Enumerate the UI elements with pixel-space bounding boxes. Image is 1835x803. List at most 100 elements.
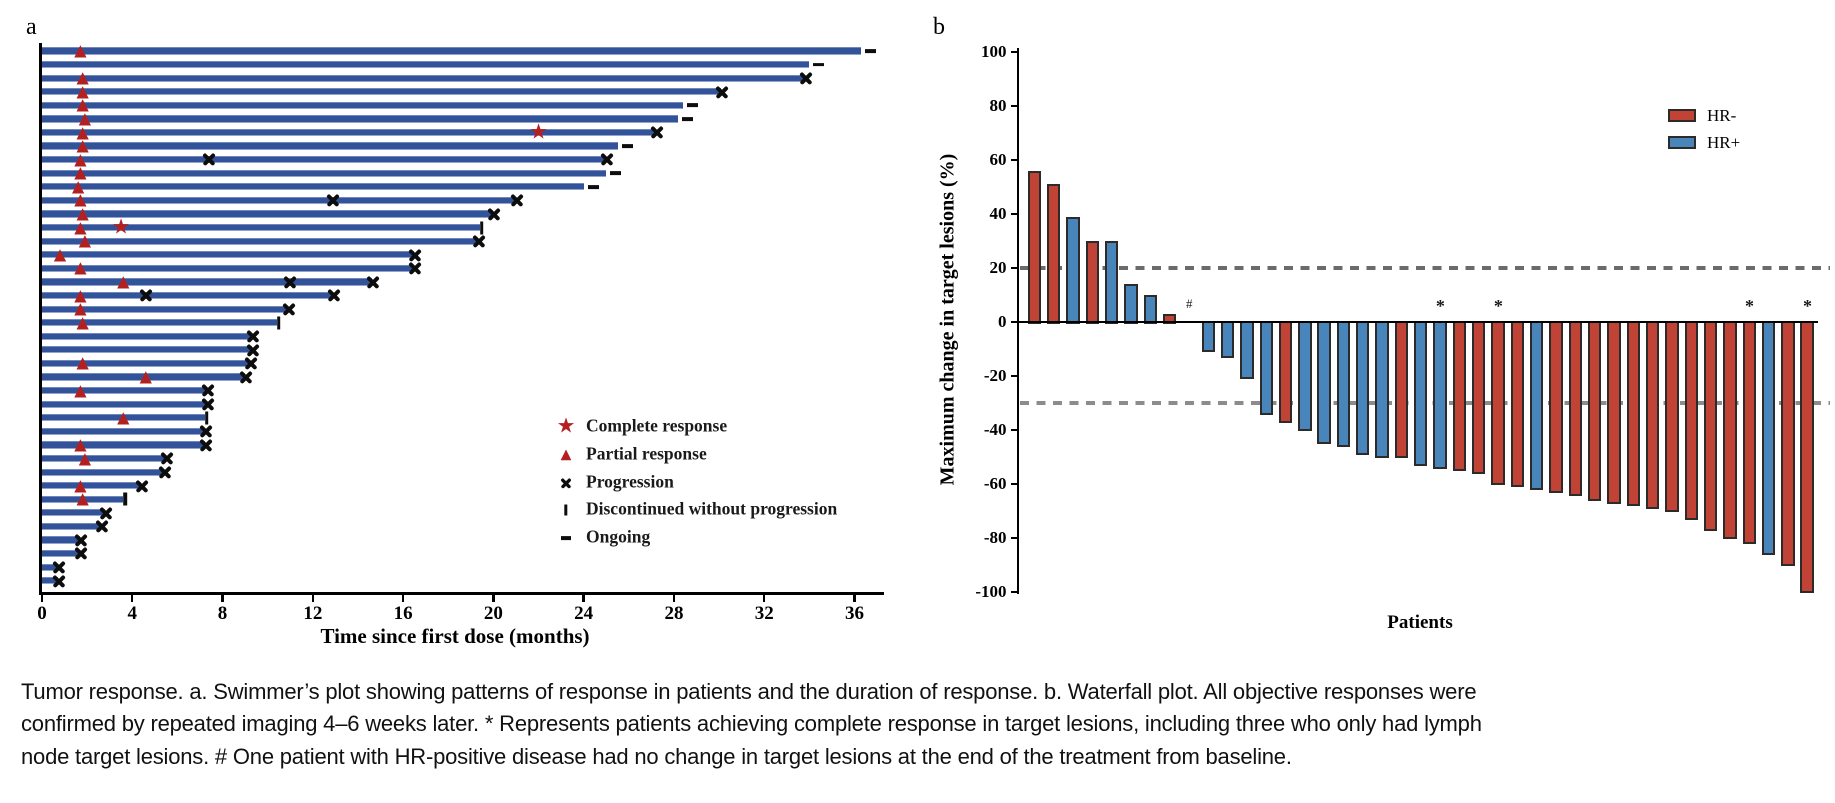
progression-marker	[283, 303, 296, 316]
swimmer-bar	[42, 237, 478, 245]
swimmer-bar	[42, 224, 480, 232]
progression-marker	[328, 289, 341, 302]
caption-line-1: Tumor response. a. Swimmer’s plot showin…	[21, 679, 1477, 704]
bar-annotation: *	[1493, 296, 1503, 316]
legend-partial-response-icon: ▲	[560, 446, 572, 463]
panel-b-label: b	[933, 14, 945, 40]
waterfall-bar	[1375, 321, 1389, 458]
progression-marker	[650, 126, 663, 139]
partial-response-marker: ▲	[117, 407, 130, 427]
swimmer-bar	[42, 482, 142, 490]
swimmer-bar	[42, 346, 252, 354]
legend-hr--swatch	[1668, 109, 1696, 122]
legend-label: Progression	[586, 471, 674, 492]
swimmer-x-tick	[131, 594, 134, 602]
swimmer-x-tick	[582, 594, 585, 602]
waterfall-y-tick	[1010, 212, 1017, 216]
swimmer-bar	[42, 577, 58, 585]
progression-marker	[244, 357, 257, 370]
swimmer-bar	[42, 183, 584, 191]
waterfall-bar	[1491, 321, 1505, 485]
waterfall-y-tick	[1010, 266, 1017, 270]
swimmer-x-tick-label: 32	[754, 603, 774, 624]
swimmer-bar	[42, 468, 164, 476]
swimmer-bar	[42, 88, 722, 96]
progression-marker	[199, 425, 212, 438]
swimmer-bar	[42, 47, 862, 55]
panel-a-label: a	[26, 14, 37, 40]
progression-marker	[799, 72, 812, 85]
progression-marker	[366, 275, 379, 288]
waterfall-bar	[1394, 321, 1409, 458]
figure-caption: Tumor response. a. Swimmer’s plot showin…	[21, 676, 1821, 773]
legend-label: Ongoing	[586, 526, 651, 547]
progression-marker	[246, 330, 259, 343]
waterfall-y-tick-label: -60	[983, 474, 1007, 493]
progression-marker	[203, 153, 216, 166]
waterfall-bar	[1259, 321, 1273, 415]
complete-response-marker: ★	[529, 119, 548, 144]
progression-marker	[161, 452, 174, 465]
swimmer-bar	[42, 495, 124, 503]
ongoing-marker	[682, 117, 694, 121]
swimmer-x-tick	[492, 594, 495, 602]
legend-progression-icon	[561, 477, 572, 488]
discontinued-marker	[204, 411, 209, 425]
waterfall-bar	[1414, 321, 1428, 466]
progression-marker	[601, 153, 614, 166]
legend-label: HR-	[1707, 106, 1737, 125]
swimmer-bar	[42, 387, 207, 395]
partial-response-marker: ▲	[74, 162, 87, 182]
swimmer-x-tick	[853, 594, 856, 602]
swimmer-bar	[42, 115, 679, 123]
partial-response-marker: ▲	[76, 67, 89, 87]
waterfall-y-axis-title: Maximum change in target lesions (%)	[936, 153, 959, 486]
progression-marker	[75, 547, 88, 560]
swimmer-x-tick-label: 8	[217, 603, 228, 624]
waterfall-y-tick-label: 60	[989, 150, 1007, 169]
progression-marker	[52, 561, 65, 574]
legend-label: Discontinued without progression	[586, 498, 838, 519]
partial-response-marker: ▲	[76, 81, 89, 101]
progression-marker	[139, 289, 152, 302]
legend-label: Complete response	[586, 415, 728, 436]
waterfall-y-axis	[1016, 48, 1020, 594]
swimmer-x-tick-label: 12	[303, 603, 323, 624]
waterfall-y-tick-label: 80	[989, 96, 1007, 115]
ongoing-marker	[813, 62, 825, 67]
progression-marker	[246, 343, 259, 356]
ongoing-marker	[610, 171, 622, 176]
waterfall-bar	[1085, 241, 1099, 324]
waterfall-bar	[1104, 241, 1119, 324]
partial-response-marker: ▲	[117, 271, 130, 291]
partial-response-marker: ▲	[74, 189, 87, 209]
waterfall-bar	[1723, 321, 1737, 539]
waterfall-zero-line	[1016, 320, 1818, 324]
legend-label: Partial response	[586, 443, 707, 464]
progression-marker	[716, 85, 729, 98]
waterfall-bar	[1452, 321, 1467, 472]
waterfall-bar	[1433, 321, 1447, 469]
waterfall-y-tick	[1010, 590, 1017, 594]
waterfall-bar	[1761, 321, 1776, 555]
progression-marker	[199, 438, 212, 451]
swimmer-x-tick	[401, 594, 405, 602]
swimmer-bar	[42, 359, 250, 368]
partial-response-marker: ▲	[76, 488, 89, 508]
waterfall-bar	[1356, 321, 1370, 455]
swimmer-bar	[42, 278, 372, 286]
waterfall-bar	[1336, 321, 1351, 447]
partial-response-marker: ▲	[139, 366, 152, 386]
discontinued-marker	[123, 492, 128, 506]
ongoing-marker	[621, 144, 633, 148]
swimmer-x-axis	[39, 592, 884, 595]
partial-response-marker: ▲	[78, 447, 92, 467]
swimmer-bar	[42, 128, 656, 137]
waterfall-y-tick-label: -100	[975, 582, 1007, 601]
progression-marker	[100, 506, 113, 519]
legend-label: HR+	[1707, 132, 1741, 152]
progression-marker	[284, 275, 297, 288]
waterfall-y-tick	[1010, 536, 1017, 540]
swimmer-bar	[42, 319, 277, 327]
progression-marker	[409, 248, 422, 261]
